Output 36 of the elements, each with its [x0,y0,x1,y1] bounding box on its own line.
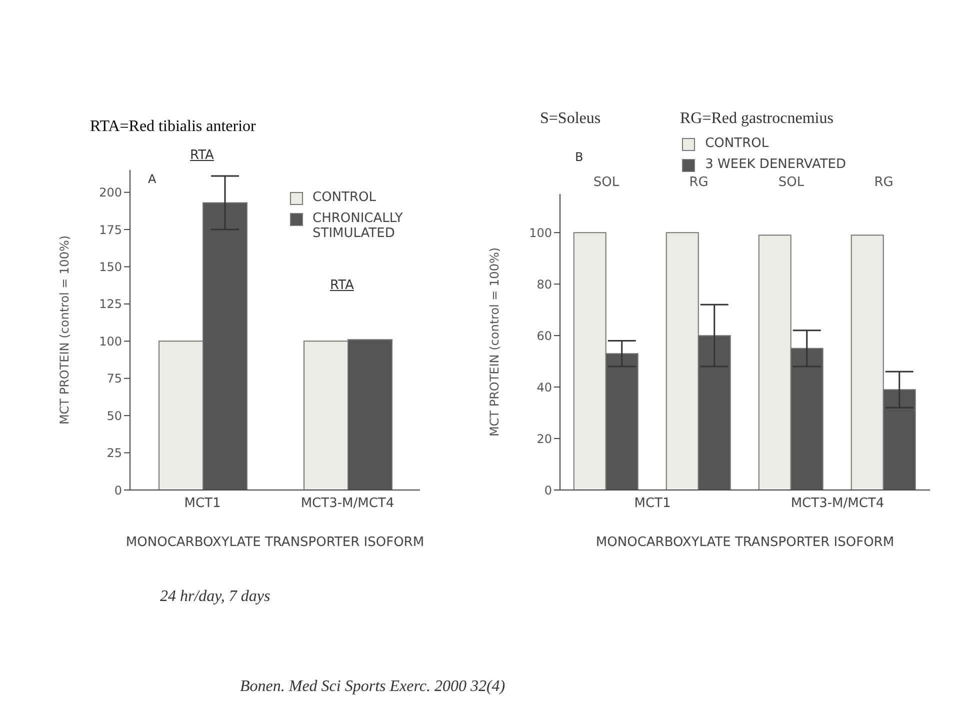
y-tick-label: 75 [106,372,122,386]
y-tick-label: 100 [99,334,122,348]
y-tick-label: 50 [106,408,122,423]
y-tick-label: 175 [99,222,122,237]
text: RG=Red gastrocnemius [680,110,834,128]
text: RTA [190,148,214,163]
y-tick-label: 150 [99,260,122,274]
y-tick-label: 40 [536,380,552,394]
y-axis-title: MCT PROTEIN (control = 100%) [57,235,72,425]
text: B [575,150,584,164]
chart-subtitle: RTA=Red tibialis anterior [90,118,256,136]
y-tick-label: 100 [529,226,552,240]
y-tick-label: 80 [536,277,552,292]
x-tick-label: RG [689,175,708,190]
x-axis-title: MONOCARBOXYLATE TRANSPORTER ISOFORM [596,535,894,550]
legend-label: CHRONICALLY STIMULATED [312,211,404,241]
x-tick-label: RG [874,175,894,190]
text: S=Soleus [540,110,601,128]
y-tick-label: 0 [114,483,122,498]
legend-label: CONTROL [705,136,769,151]
text: 24 hr/day, 7 days [160,588,270,606]
x-tick-label: SOL [593,175,620,190]
legend-label: CONTROL [312,190,376,205]
x-axis-title: MONOCARBOXYLATE TRANSPORTER ISOFORM [126,535,424,550]
text: Bonen. Med Sci Sports Exerc. 2000 32(4) [240,678,506,696]
y-tick-label: 0 [544,483,552,498]
legend-label: 3 WEEK DENERVATED [705,157,846,172]
y-axis-title: MCT PROTEIN (control = 100%) [487,247,502,437]
y-tick-label: 25 [106,446,122,460]
y-tick-label: 125 [99,297,122,312]
x-tick-label: SOL [778,175,805,190]
y-tick-label: 200 [99,186,122,200]
y-tick-label: 60 [536,328,552,343]
annotation: RTA [330,278,354,293]
annotation: A [148,172,156,186]
y-tick-label: 20 [536,432,552,446]
